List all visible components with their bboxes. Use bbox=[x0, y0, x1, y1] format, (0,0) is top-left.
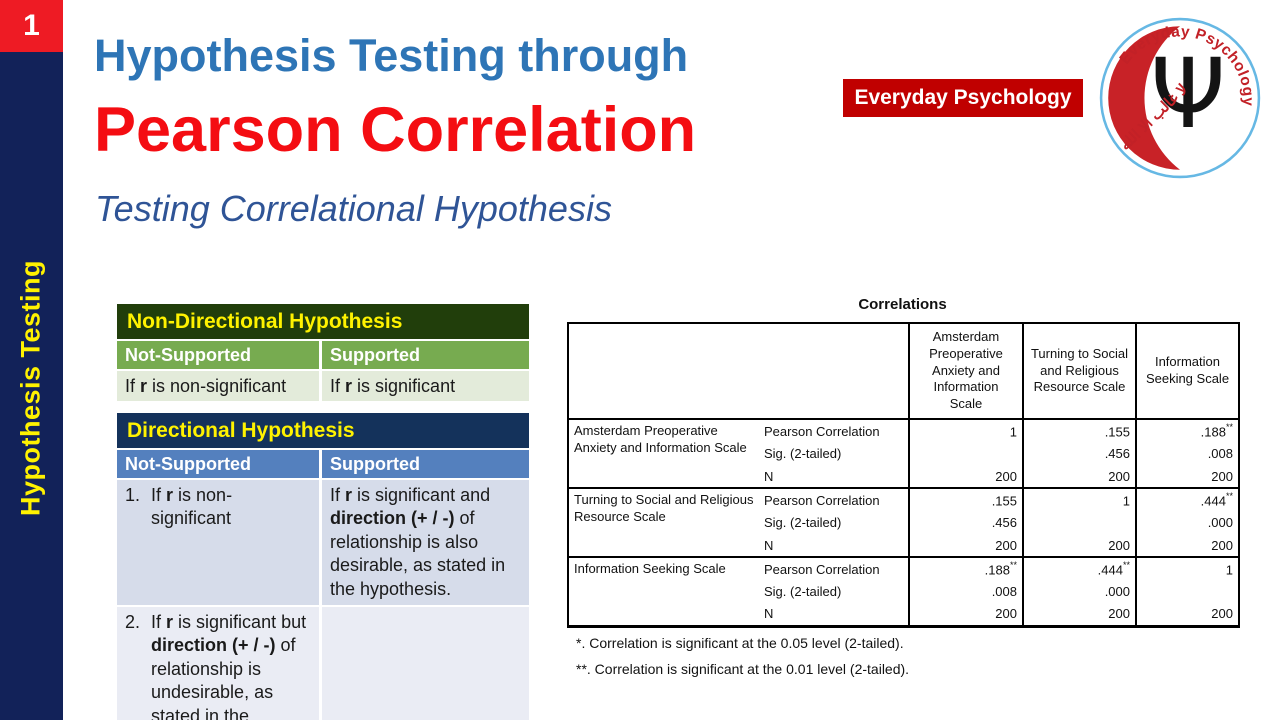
sig-cell bbox=[1135, 580, 1239, 603]
brand-logo: Everyday Psychology Ψ لا غالب الا الله bbox=[1098, 16, 1262, 180]
column-header-supported: Supported bbox=[322, 341, 529, 369]
corr-cell: .188** bbox=[1135, 419, 1239, 442]
table-row: Amsterdam Preoperative Anxiety and Infor… bbox=[568, 419, 1239, 455]
table-row: N 200 200 200 bbox=[568, 534, 1239, 557]
corr-cell: .155 bbox=[1022, 419, 1136, 442]
corr-cell: .155 bbox=[908, 487, 1023, 511]
n-cell: 200 bbox=[1022, 534, 1136, 557]
table-header-row: Not-Supported Supported bbox=[117, 450, 529, 478]
non-directional-table-title: Non-Directional Hypothesis bbox=[117, 304, 529, 339]
logo-circle-graphic: Everyday Psychology bbox=[1099, 17, 1261, 179]
slide-number-badge: 1 bbox=[0, 0, 63, 52]
table-row: 2. If r is significant but direction (+ … bbox=[117, 606, 529, 720]
variable-label: Amsterdam Preoperative Anxiety and Infor… bbox=[574, 423, 747, 455]
sig-cell: .456 bbox=[1022, 442, 1136, 465]
dir-row2-supported-cell bbox=[322, 606, 529, 720]
title-line-1: Hypothesis Testing through bbox=[94, 30, 689, 81]
corner-cell bbox=[568, 323, 909, 420]
table-row: Sig. (2-tailed) .456 .008 bbox=[568, 442, 1239, 465]
correlations-header-row: Amsterdam Preoperative Anxiety and Infor… bbox=[568, 323, 1239, 420]
dir-row1-not-supported-cell: 1. If r is non-significant bbox=[117, 480, 319, 605]
corr-cell: 1 bbox=[908, 419, 1023, 442]
n-cell: 200 bbox=[908, 603, 1023, 626]
stat-label: Sig. (2-tailed) bbox=[764, 446, 842, 461]
table-row: Information Seeking Scale Pearson Correl… bbox=[568, 556, 1239, 626]
stat-label: Pearson Correlation bbox=[761, 487, 909, 511]
n-cell: 200 bbox=[908, 465, 1023, 488]
correlations-table-container: Amsterdam Preoperative Anxiety and Infor… bbox=[567, 322, 1240, 628]
sig-cell bbox=[1022, 511, 1136, 534]
stat-label: N bbox=[764, 468, 774, 484]
variable-label: Information Seeking Scale bbox=[568, 556, 761, 626]
directional-hypothesis-table: Directional Hypothesis Not-Supported Sup… bbox=[117, 413, 529, 720]
column-header-supported: Supported bbox=[322, 450, 529, 478]
footnote-01-level: **. Correlation is significant at the 0.… bbox=[576, 661, 910, 677]
n-cell: 200 bbox=[1135, 465, 1239, 488]
corr-cell: 1 bbox=[1022, 487, 1136, 511]
table-header-row: Not-Supported Supported bbox=[117, 341, 529, 369]
footnote-05-level: *. Correlation is significant at the 0.0… bbox=[576, 635, 904, 651]
directional-table-title: Directional Hypothesis bbox=[117, 413, 529, 448]
stat-label: N bbox=[764, 606, 774, 622]
corr-cell: .444** bbox=[1022, 556, 1136, 580]
sidebar-vertical-label: Hypothesis Testing bbox=[15, 259, 46, 517]
sig-cell: .000 bbox=[1022, 580, 1136, 603]
stat-label: Sig. (2-tailed) bbox=[764, 515, 842, 530]
corr-cell: .188** bbox=[908, 556, 1023, 580]
table-row: Turning to Social and Religious Resource… bbox=[568, 487, 1239, 557]
sig-cell: .008 bbox=[908, 580, 1023, 603]
corr-cell: 1 bbox=[1135, 556, 1239, 580]
crescent-shape bbox=[1108, 26, 1180, 170]
title-line-2: Pearson Correlation bbox=[94, 95, 697, 165]
correlations-table: Amsterdam Preoperative Anxiety and Infor… bbox=[567, 322, 1240, 628]
correlations-table-title: Correlations bbox=[858, 296, 947, 313]
slide-number: 1 bbox=[23, 9, 40, 42]
table-row: If r is non-significant If r is signific… bbox=[117, 371, 529, 401]
sig-cell: .456 bbox=[908, 511, 1023, 534]
column-header: Amsterdam Preoperative Anxiety and Infor… bbox=[908, 323, 1023, 420]
nd-not-supported-cell: If r is non-significant bbox=[117, 371, 319, 401]
n-cell: 200 bbox=[1022, 603, 1136, 626]
sig-cell: .000 bbox=[1135, 511, 1239, 534]
table-row: N 200 200 200 bbox=[568, 603, 1239, 626]
brand-badge-label: Everyday Psychology bbox=[854, 86, 1072, 109]
table-row: 1. If r is non-significant If r is signi… bbox=[117, 480, 529, 605]
table-row: N 200 200 200 bbox=[568, 465, 1239, 488]
stat-label: Sig. (2-tailed) bbox=[764, 584, 842, 599]
column-header: Turning to Social and Religious Resource… bbox=[1022, 323, 1136, 420]
n-cell: 200 bbox=[1135, 603, 1239, 626]
table-row: Sig. (2-tailed) .456 .000 bbox=[568, 511, 1239, 534]
column-header-not-supported: Not-Supported bbox=[117, 341, 319, 369]
dir-row1-supported-cell: If r is significant and direction (+ / -… bbox=[322, 480, 529, 605]
sidebar: Hypothesis Testing bbox=[0, 0, 63, 720]
column-header: Information Seeking Scale bbox=[1135, 323, 1239, 420]
stat-label: Pearson Correlation bbox=[761, 556, 909, 580]
table-row: Sig. (2-tailed) .008 .000 bbox=[568, 580, 1239, 603]
stat-label: Pearson Correlation bbox=[764, 423, 880, 439]
n-cell: 200 bbox=[1135, 534, 1239, 557]
n-cell: 200 bbox=[908, 534, 1023, 557]
brand-badge: Everyday Psychology bbox=[843, 79, 1083, 117]
dir-row2-not-supported-cell: 2. If r is significant but direction (+ … bbox=[117, 606, 319, 720]
variable-label: Turning to Social and Religious Resource… bbox=[568, 487, 761, 557]
sig-cell bbox=[908, 442, 1023, 465]
sig-cell: .008 bbox=[1135, 442, 1239, 465]
non-directional-hypothesis-table: Non-Directional Hypothesis Not-Supported… bbox=[117, 304, 529, 403]
corr-cell: .444** bbox=[1135, 487, 1239, 511]
n-cell: 200 bbox=[1022, 465, 1136, 488]
stat-label: N bbox=[764, 537, 774, 553]
psi-symbol: Ψ bbox=[1150, 38, 1226, 150]
subtitle: Testing Correlational Hypothesis bbox=[95, 188, 612, 229]
column-header-not-supported: Not-Supported bbox=[117, 450, 319, 478]
nd-supported-cell: If r is significant bbox=[322, 371, 529, 401]
